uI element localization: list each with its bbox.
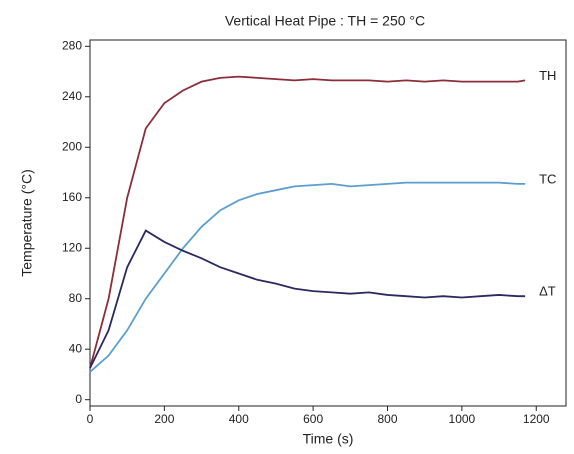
chart-title: Vertical Heat Pipe : TH = 250 °C <box>225 13 425 29</box>
y-tick-label: 0 <box>75 392 82 406</box>
y-axis-label: Temperature (°C) <box>19 169 35 277</box>
series-label: ΔT <box>539 284 556 299</box>
y-tick-label: 80 <box>69 291 83 305</box>
y-tick-label: 40 <box>69 341 83 355</box>
y-tick-label: 160 <box>62 190 82 204</box>
series-label: TH <box>539 68 556 83</box>
series-line <box>89 75 526 369</box>
x-tick-label: 1200 <box>523 412 550 426</box>
x-tick-label: 400 <box>229 412 249 426</box>
y-tick-label: 240 <box>62 89 82 103</box>
x-tick-label: 800 <box>377 412 397 426</box>
y-tick-label: 280 <box>62 38 82 52</box>
plot-frame <box>89 39 567 407</box>
x-tick-label: 600 <box>303 412 323 426</box>
x-axis-label: Time (s) <box>303 431 354 447</box>
x-tick-label: 1000 <box>449 412 476 426</box>
y-tick-label: 200 <box>62 139 82 153</box>
series-label: TC <box>539 171 556 186</box>
series-line <box>89 229 526 369</box>
y-tick-label: 120 <box>62 240 82 254</box>
x-tick-label: 0 <box>87 412 94 426</box>
x-tick-label: 200 <box>154 412 174 426</box>
series-line <box>89 181 526 373</box>
